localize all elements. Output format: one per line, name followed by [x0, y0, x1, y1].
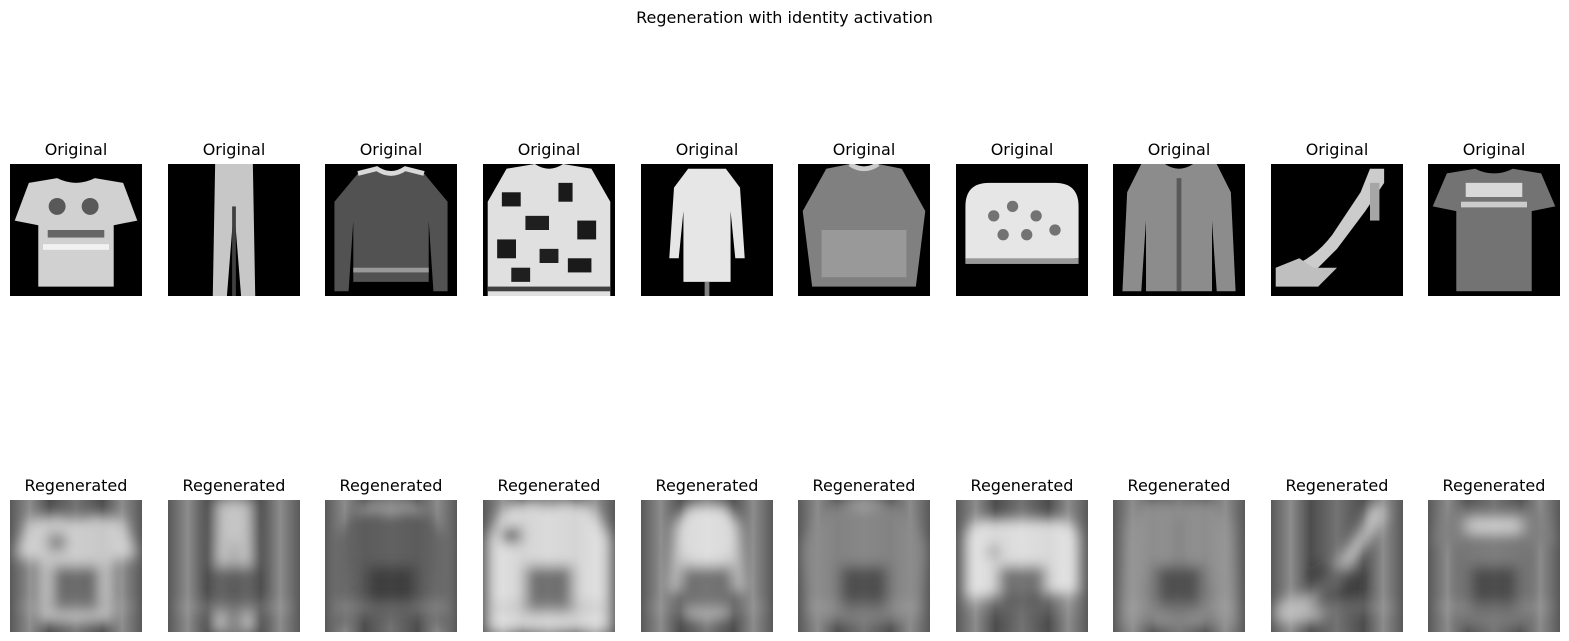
regenerated-title: Regenerated [1127, 476, 1231, 495]
regenerated-image-pullover [325, 500, 457, 632]
regenerated-image-tshirt-dark [1428, 500, 1560, 632]
original-title: Original [990, 140, 1054, 159]
image-content [1432, 168, 1556, 292]
regenerated-image-shirt [798, 500, 930, 632]
image-content [487, 164, 611, 296]
regenerated-title: Regenerated [1442, 476, 1546, 495]
image-content [334, 166, 448, 292]
image-content [212, 164, 256, 296]
image-content [965, 182, 1079, 264]
regenerated-title: Regenerated [497, 476, 601, 495]
original-title: Original [1462, 140, 1526, 159]
regenerated-image-tshirt [10, 500, 142, 632]
image-content [1271, 500, 1403, 632]
regenerated-title: Regenerated [812, 476, 916, 495]
image-content [325, 500, 457, 632]
regenerated-title: Regenerated [182, 476, 286, 495]
image-content [1122, 164, 1236, 292]
original-image-pullover-pattern [483, 164, 615, 296]
image-content [669, 168, 745, 296]
original-title: Original [832, 140, 896, 159]
regenerated-image-coat [1113, 500, 1245, 632]
image-content [1428, 500, 1560, 632]
original-image-tshirt [10, 164, 142, 296]
original-title: Original [1147, 140, 1211, 159]
regenerated-title: Regenerated [655, 476, 759, 495]
image-content [1275, 168, 1385, 287]
original-title: Original [202, 140, 266, 159]
regenerated-title: Regenerated [339, 476, 443, 495]
regenerated-title: Regenerated [24, 476, 128, 495]
original-title: Original [675, 140, 739, 159]
image-content [956, 500, 1088, 632]
regenerated-image-pullover-pattern [483, 500, 615, 632]
original-title: Original [359, 140, 423, 159]
image-content [14, 178, 138, 287]
original-title: Original [517, 140, 581, 159]
regenerated-image-dress [641, 500, 773, 632]
original-image-coat [1113, 164, 1245, 296]
original-image-tshirt-dark [1428, 164, 1560, 296]
original-title: Original [44, 140, 108, 159]
original-image-bag [956, 164, 1088, 296]
original-image-trouser [168, 164, 300, 296]
image-content [10, 500, 142, 632]
image-content [641, 500, 773, 632]
image-content [483, 500, 615, 632]
regenerated-image-sandal [1271, 500, 1403, 632]
image-content [802, 164, 926, 287]
figure-title: Regeneration with identity activation [636, 8, 933, 27]
original-image-sandal [1271, 164, 1403, 296]
regenerated-title: Regenerated [970, 476, 1074, 495]
original-image-pullover [325, 164, 457, 296]
regenerated-image-trouser [168, 500, 300, 632]
regenerated-title: Regenerated [1285, 476, 1389, 495]
image-content [798, 500, 930, 632]
image-content [1113, 500, 1245, 632]
regenerated-image-bag [956, 500, 1088, 632]
original-title: Original [1305, 140, 1369, 159]
original-image-dress [641, 164, 773, 296]
original-image-shirt [798, 164, 930, 296]
image-content [168, 500, 300, 632]
